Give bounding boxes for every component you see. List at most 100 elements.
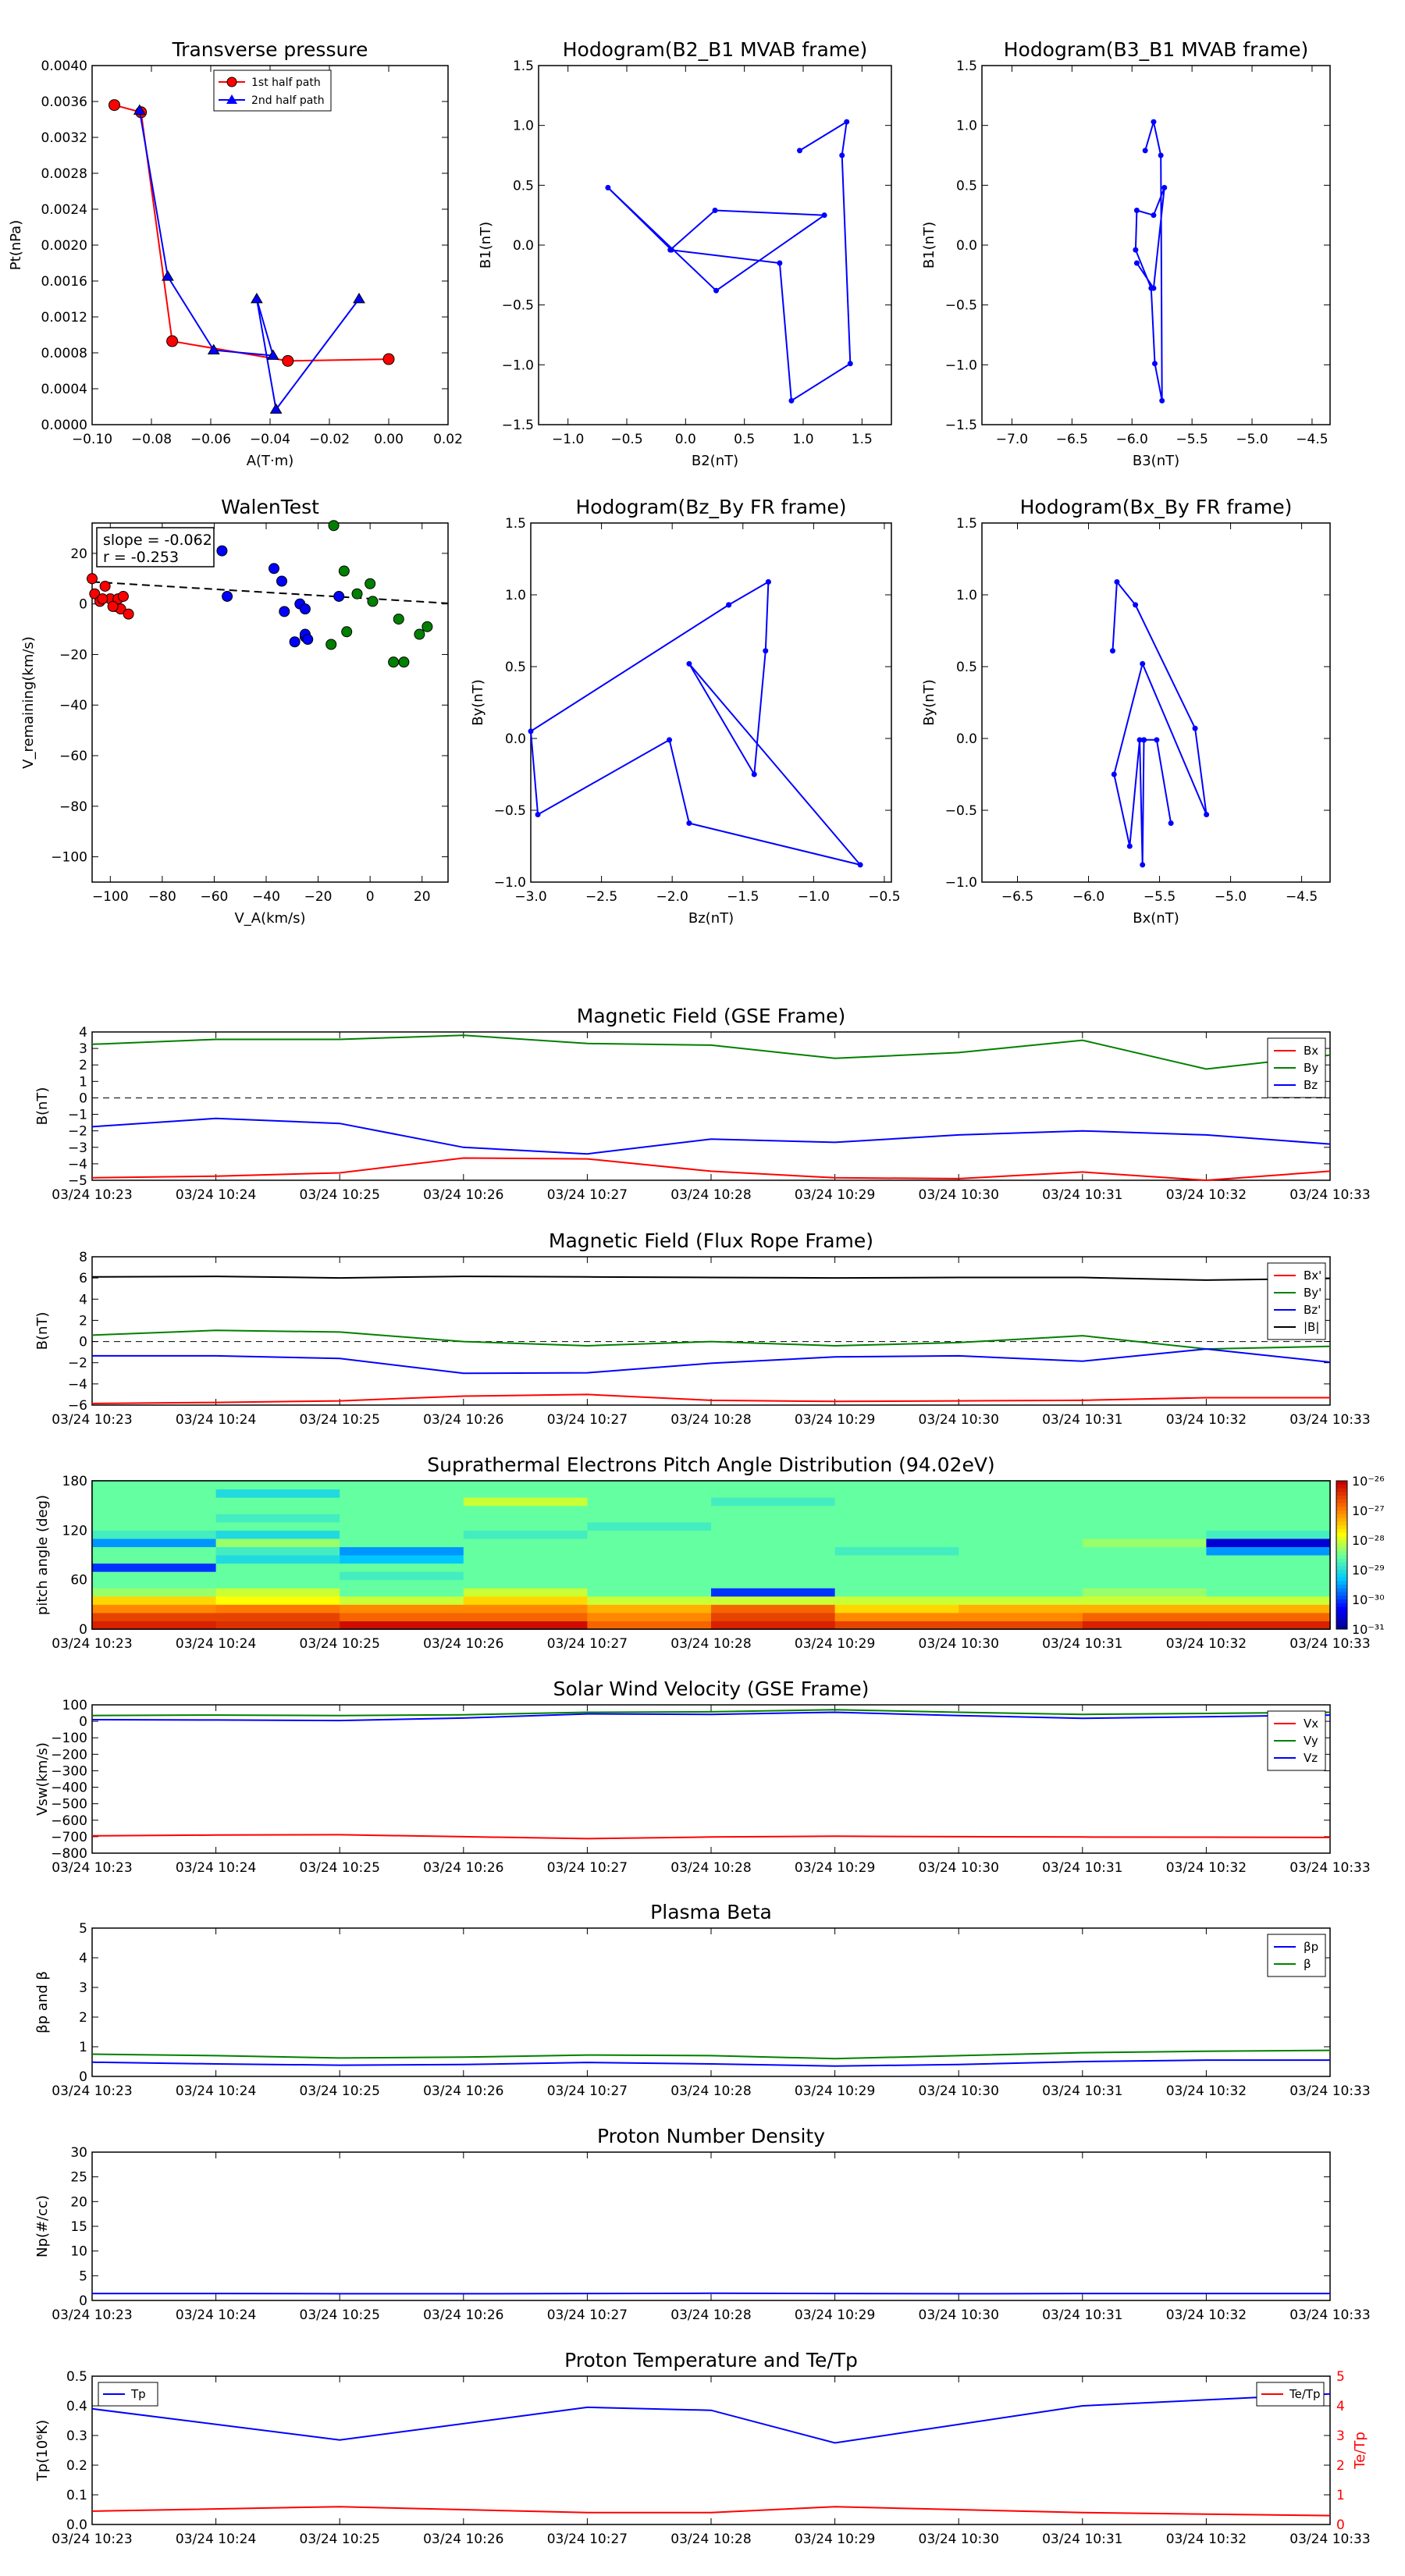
heatmap-cell	[959, 1505, 1083, 1514]
data-point	[1151, 119, 1157, 125]
time-tick-label: 03/24 10:27	[547, 1636, 628, 1652]
y-tick-label: −80	[59, 799, 87, 815]
series-line	[138, 110, 360, 411]
data-point	[393, 614, 404, 625]
heatmap-cell	[340, 1579, 464, 1589]
heatmap-cell	[959, 1481, 1083, 1490]
colorbar-segment	[1336, 1621, 1347, 1626]
y-tick-label: −3	[68, 1140, 87, 1156]
series-line	[1112, 579, 1208, 865]
y-tick-label-right: 4	[1336, 2399, 1345, 2414]
legend-label: Bz	[1304, 1078, 1318, 1092]
legend-label: By	[1304, 1061, 1318, 1075]
legend-label: By'	[1304, 1286, 1321, 1300]
series-line	[91, 1034, 1331, 1070]
heatmap-cell	[463, 1604, 588, 1614]
data-point	[1140, 660, 1146, 667]
y-tick-label: 120	[62, 1523, 87, 1539]
heatmap-cell	[215, 1621, 340, 1630]
heatmap-cell	[1206, 1596, 1331, 1605]
heatmap-cell	[587, 1538, 712, 1547]
time-tick-label: 03/24 10:23	[52, 2083, 132, 2099]
heatmap-cell	[1082, 1505, 1207, 1514]
heatmap-cell	[1082, 1481, 1207, 1490]
y-tick-label: 1.5	[505, 516, 526, 532]
data-point	[325, 639, 337, 650]
time-tick-label: 03/24 10:31	[1042, 1412, 1122, 1428]
heatmap-cell	[711, 1546, 836, 1556]
heatmap-cell	[834, 1621, 959, 1630]
heatmap-cell	[834, 1489, 959, 1498]
heatmap-cell	[587, 1497, 712, 1507]
y-tick-label-right: 1	[1336, 2488, 1345, 2503]
heatmap-cell	[1206, 1497, 1331, 1507]
heatmap-cell	[92, 1489, 217, 1498]
y-tick-label: 0.0008	[41, 346, 87, 361]
series-line	[91, 1329, 1331, 1350]
time-tick-label: 03/24 10:30	[919, 2532, 999, 2547]
data-point	[382, 353, 395, 365]
data-point	[667, 737, 673, 743]
data-point	[222, 590, 233, 602]
legend-label: 2nd half path	[251, 94, 325, 107]
data-point	[341, 626, 353, 638]
heatmap-cell	[1082, 1621, 1207, 1630]
y-tick-label: 0.1	[66, 2488, 87, 2503]
heatmap-cell	[92, 1621, 217, 1630]
data-point	[117, 590, 129, 602]
heatmap-cell	[463, 1489, 588, 1498]
legend-label: Bx'	[1304, 1268, 1321, 1283]
chart-title: WalenTest	[221, 496, 319, 518]
data-point	[605, 184, 611, 190]
time-tick-label: 03/24 10:29	[795, 1860, 875, 1876]
y-tick-label: 25	[70, 2170, 87, 2186]
colorbar-segment	[1336, 1503, 1347, 1507]
data-point	[535, 812, 541, 818]
time-tick-label: 03/24 10:26	[423, 2307, 503, 2323]
heatmap-cell	[959, 1546, 1083, 1556]
heatmap-cell	[587, 1555, 712, 1564]
y-tick-label: 1.5	[956, 59, 977, 74]
heatmap-cell	[834, 1604, 959, 1614]
time-tick-label: 03/24 10:23	[52, 2532, 132, 2547]
x-tick-label: −1.0	[552, 432, 584, 447]
y-tick-label: 2	[79, 1058, 87, 1073]
x-tick-label: −1.5	[727, 889, 759, 905]
colorbar-segment	[1336, 1585, 1347, 1589]
data-point	[1133, 247, 1139, 253]
colorbar-segment	[1336, 1496, 1347, 1500]
legend-label: |B|	[1304, 1320, 1319, 1334]
heatmap-cell	[959, 1596, 1083, 1605]
heatmap-cell	[1082, 1604, 1207, 1614]
data-point	[788, 397, 795, 404]
heatmap-cell	[834, 1530, 959, 1539]
heatmap-cell	[463, 1497, 588, 1507]
heatmap-cell	[587, 1563, 712, 1572]
heatmap-cell	[711, 1505, 836, 1514]
y-tick-label: −500	[51, 1797, 87, 1813]
series-line	[1134, 121, 1165, 401]
y-tick-label: 6	[79, 1271, 87, 1286]
heatmap-cell	[340, 1588, 464, 1597]
data-point	[87, 573, 98, 585]
y-axis-label: B(nT)	[34, 1087, 51, 1126]
y-tick-label: −2	[68, 1124, 87, 1140]
time-tick-label: 03/24 10:29	[795, 2083, 875, 2099]
colorbar-segment	[1336, 1525, 1347, 1530]
heatmap-cell	[215, 1596, 340, 1605]
heatmap-cell	[587, 1588, 712, 1597]
time-tick-label: 03/24 10:33	[1289, 1412, 1370, 1428]
x-tick-label: −40	[252, 889, 280, 905]
annotation-r: r = -0.253	[103, 549, 179, 566]
colorbar-segment	[1336, 1603, 1347, 1607]
data-point	[279, 606, 290, 617]
colorbar-segment	[1336, 1588, 1347, 1592]
legend-label: Vz	[1304, 1751, 1318, 1765]
heatmap-cell	[92, 1521, 217, 1531]
colorbar-segment	[1336, 1599, 1347, 1604]
heatmap-cell	[215, 1530, 340, 1539]
heatmap-cell	[959, 1563, 1083, 1572]
data-point	[108, 99, 120, 112]
colorbar-segment	[1336, 1573, 1347, 1578]
x-tick-label: −0.06	[190, 432, 231, 447]
